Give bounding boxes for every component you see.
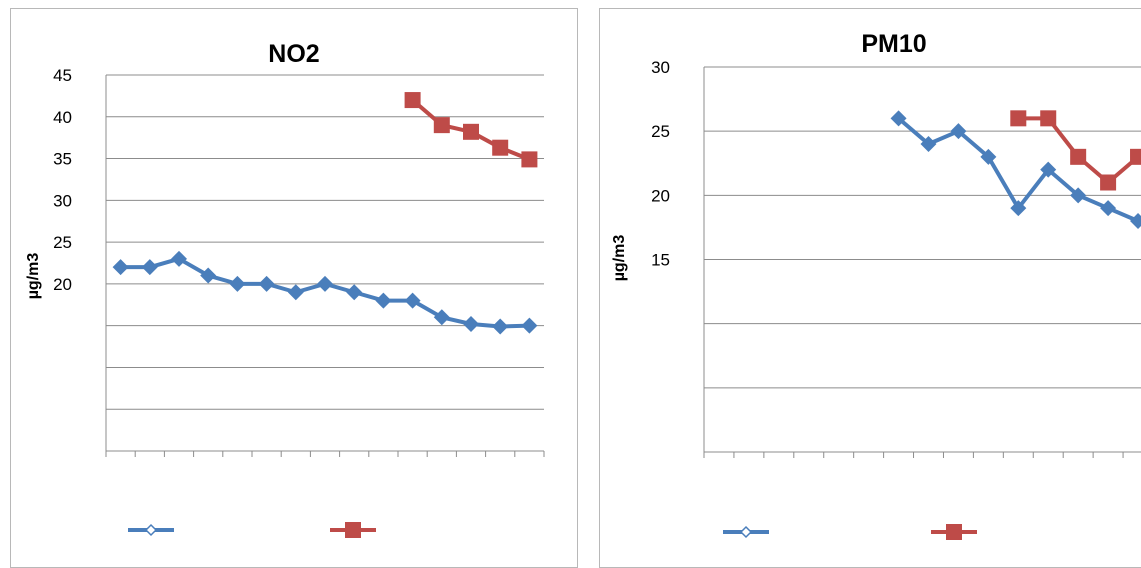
data-point-diamond	[463, 315, 479, 332]
data-point-square	[1070, 148, 1087, 165]
data-point-diamond	[112, 259, 129, 276]
legend-marker-square	[345, 522, 361, 538]
data-point-diamond	[492, 318, 509, 335]
data-point-diamond	[890, 110, 907, 127]
data-point-diamond	[950, 123, 967, 140]
y-tick-label: 25	[53, 233, 72, 252]
data-point-square	[404, 92, 421, 109]
series-line	[120, 256, 530, 329]
y-tick-label: 15	[651, 251, 670, 270]
data-point-square	[521, 151, 538, 168]
data-point-diamond	[171, 250, 187, 267]
data-point-diamond	[1130, 213, 1141, 229]
data-point-diamond	[521, 317, 538, 334]
data-point-square	[1040, 110, 1057, 127]
data-point-diamond	[258, 275, 275, 292]
data-point-diamond	[1010, 200, 1027, 217]
data-point-diamond	[1040, 161, 1057, 178]
data-point-diamond	[433, 309, 450, 326]
y-axis-title: µg/m3	[25, 253, 42, 300]
data-point-diamond	[980, 148, 997, 165]
data-point-square	[463, 123, 479, 140]
legend-marker-diamond	[144, 523, 158, 537]
data-point-diamond	[1100, 200, 1117, 217]
y-tick-label: 30	[53, 191, 72, 210]
data-point-diamond	[287, 284, 304, 301]
y-tick-label: 20	[53, 275, 72, 294]
data-point-diamond	[346, 284, 363, 301]
data-point-diamond	[375, 292, 392, 309]
data-point-square	[1100, 174, 1117, 191]
chart-title: NO2	[268, 40, 319, 68]
pm10-chart: PM10 µg/m3 30 25 20 15	[611, 30, 1141, 540]
y-tick-label: 20	[651, 186, 670, 205]
data-point-square	[433, 117, 450, 134]
y-tick-label: 45	[53, 66, 72, 85]
data-point-diamond	[920, 136, 937, 152]
data-point-square	[492, 139, 509, 156]
data-point-diamond	[1070, 187, 1087, 204]
y-tick-label: 30	[651, 58, 670, 77]
data-point-diamond	[200, 267, 217, 284]
data-point-square	[1010, 110, 1027, 127]
y-axis-title: µg/m3	[611, 235, 628, 282]
pm10-chart-panel: PM10 µg/m3 30 25 20 15	[593, 0, 1141, 568]
data-point-diamond	[229, 275, 246, 292]
legend-marker-diamond	[739, 525, 753, 539]
legend-marker-square	[946, 524, 962, 540]
no2-chart: NO2 µg/m3 45 40 35 30 25 20	[25, 40, 545, 538]
no2-chart-panel: NO2 µg/m3 45 40 35 30 25 20	[10, 8, 578, 568]
data-point-diamond	[141, 259, 158, 276]
data-point-diamond	[404, 292, 421, 309]
data-point-square	[1130, 148, 1141, 165]
y-tick-label: 35	[53, 150, 72, 169]
y-tick-label: 25	[651, 122, 670, 141]
y-tick-label: 40	[53, 108, 72, 127]
chart-title: PM10	[861, 30, 926, 58]
data-point-diamond	[317, 275, 333, 292]
